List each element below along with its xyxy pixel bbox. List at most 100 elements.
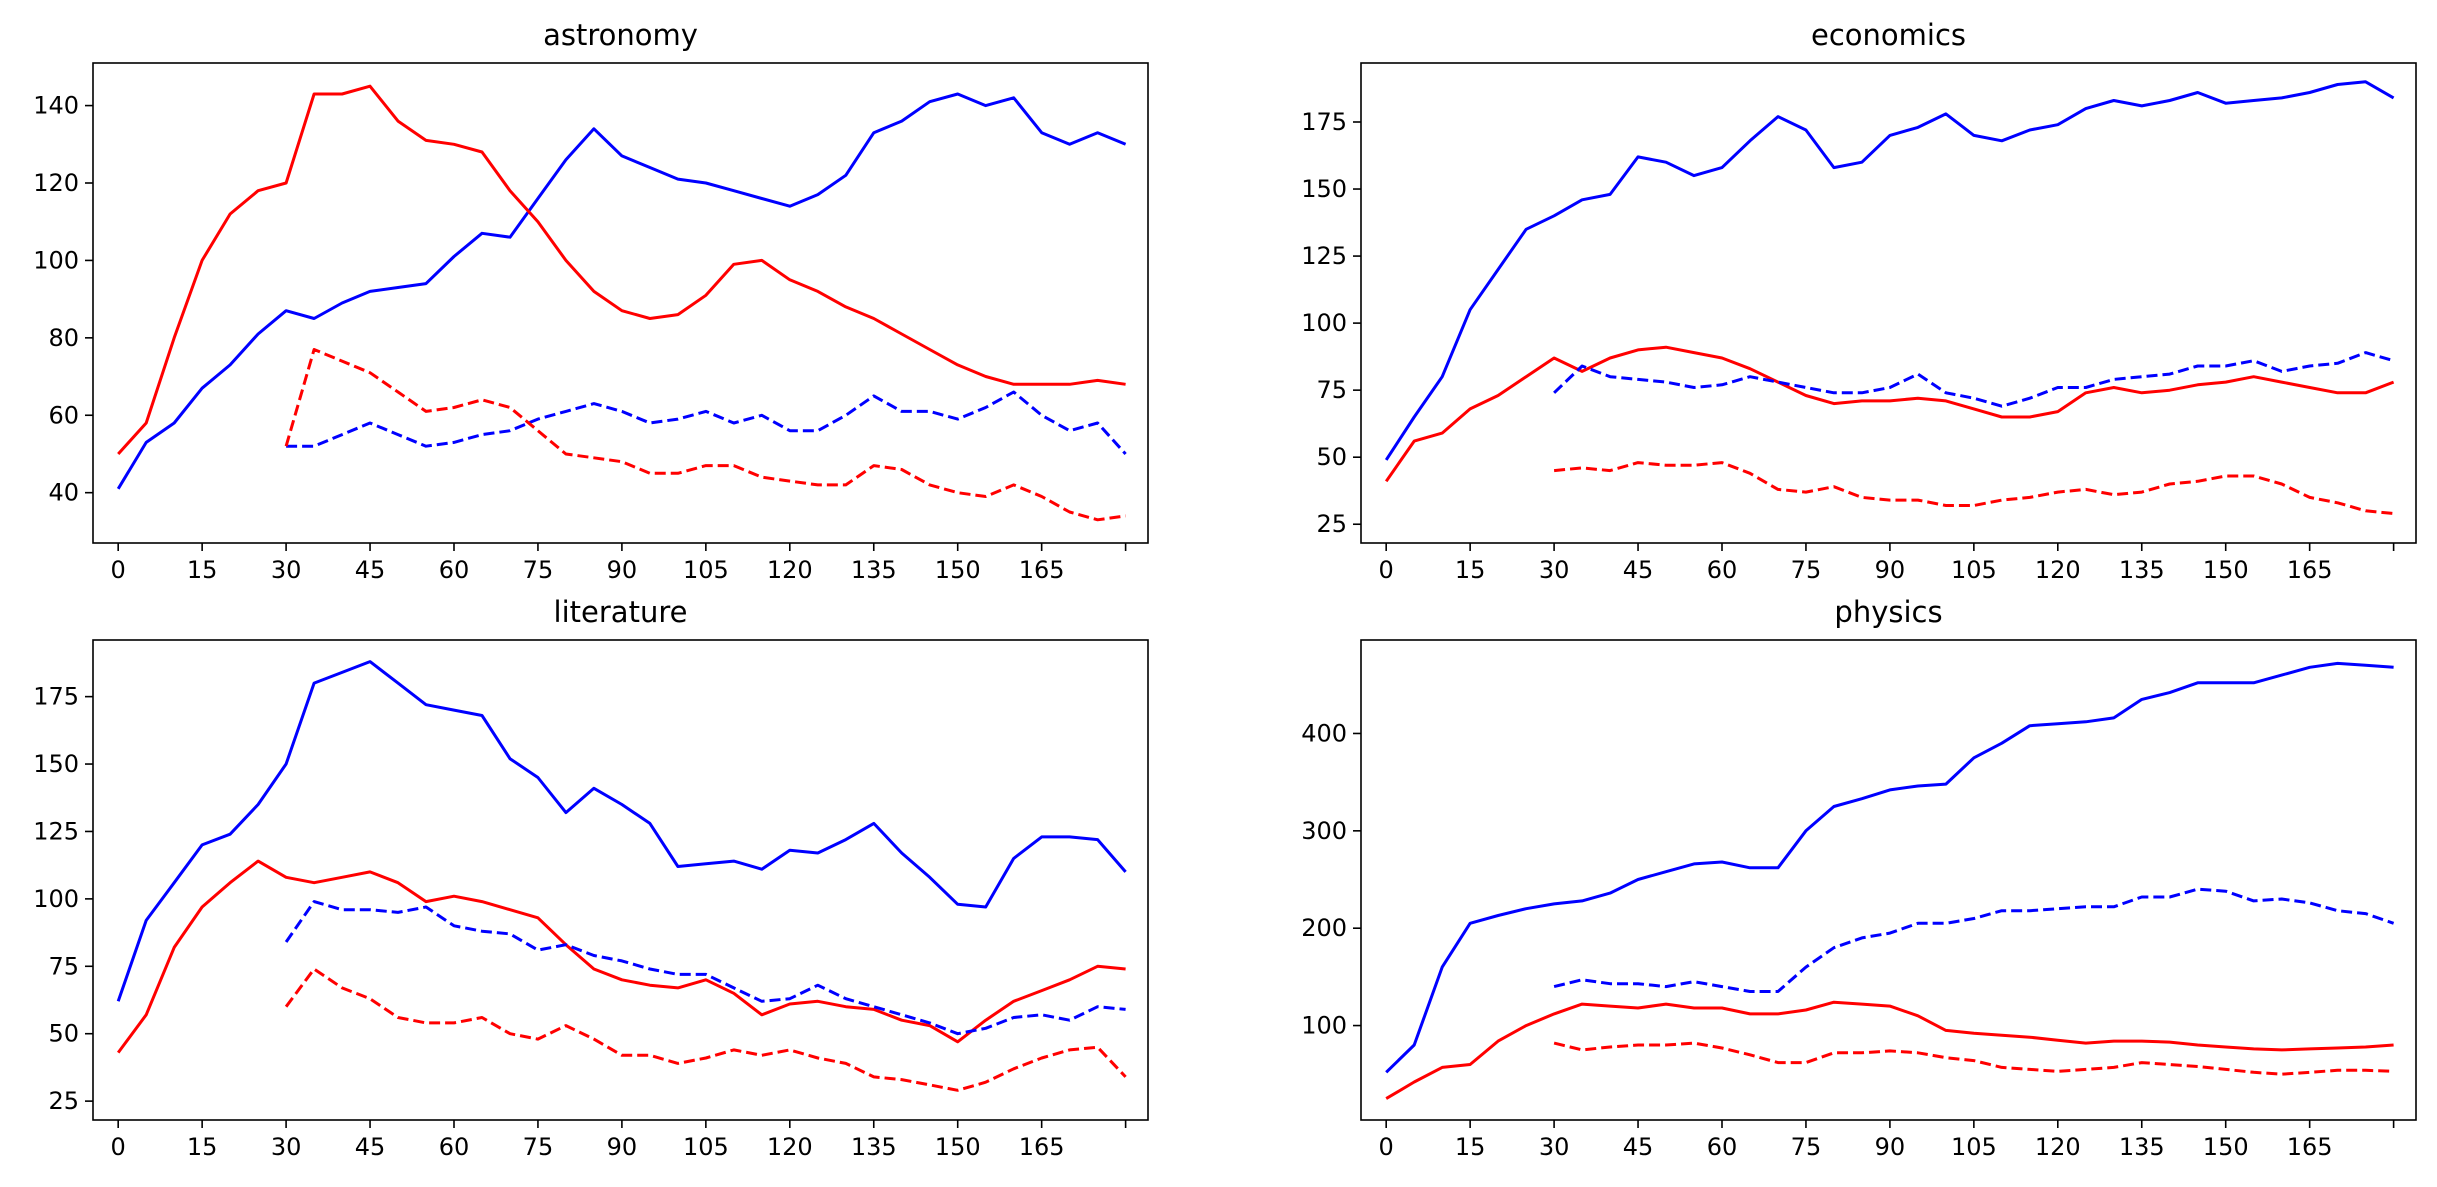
- x-tick-label: 75: [523, 1133, 554, 1161]
- axes-frame: [1360, 639, 2417, 1121]
- x-tick-label: 60: [1707, 1133, 1738, 1161]
- y-tick-label: 125: [33, 817, 79, 845]
- y-tick-label: 60: [48, 401, 79, 429]
- x-tick-label: 0: [111, 556, 126, 584]
- series-line-blue-solid: [116, 92, 1127, 490]
- x-tick-label: 105: [1951, 1133, 1997, 1161]
- x-tick-label: 120: [767, 556, 813, 584]
- y-tick-label: 25: [48, 1087, 79, 1115]
- x-tick-label: 15: [187, 1133, 218, 1161]
- x-tick-label: 120: [2035, 1133, 2081, 1161]
- x-tick-label: 15: [187, 556, 218, 584]
- series-line-blue-dashed: [284, 900, 1126, 1036]
- x-tick-label: 120: [767, 1133, 813, 1161]
- x-tick-label: 90: [607, 1133, 638, 1161]
- x-tick-label: 150: [935, 556, 981, 584]
- y-tick-label: 140: [33, 92, 79, 120]
- subplot-literature: 0 15 30 45 60 75 90 105 120 135 150 165 25 50 75 100 125…: [33, 595, 1149, 1161]
- series-line-blue-solid: [1385, 661, 2394, 1074]
- x-tick-label: 45: [1623, 556, 1654, 584]
- x-tick-label: 0: [1379, 1133, 1394, 1161]
- y-tick-label: 50: [48, 1020, 79, 1048]
- x-tick-label: 90: [1875, 556, 1906, 584]
- x-tick-label: 30: [271, 1133, 302, 1161]
- x-tick-label: 150: [2203, 556, 2249, 584]
- y-tick-label: 100: [1301, 309, 1347, 337]
- axes-frame: [1360, 62, 2417, 544]
- x-tick-label: 135: [851, 1133, 897, 1161]
- subplot-title: economics: [1811, 18, 1966, 52]
- axes-frame: [92, 639, 1149, 1121]
- y-tick-label: 50: [1316, 443, 1347, 471]
- y-tick-label: 80: [48, 324, 79, 352]
- y-tick-label: 100: [33, 246, 79, 274]
- series-line-blue-dashed: [286, 390, 1127, 456]
- y-tick-label: 100: [33, 885, 79, 913]
- x-tick-label: 0: [111, 1133, 126, 1161]
- y-tick-label: 400: [1301, 719, 1347, 747]
- y-tick-label: 75: [48, 952, 79, 980]
- series-line-red-dashed: [1553, 461, 2394, 515]
- x-tick-label: 75: [523, 556, 554, 584]
- x-tick-label: 15: [1455, 1133, 1486, 1161]
- series-line-blue-dashed: [1553, 887, 2395, 993]
- y-tick-label: 75: [1316, 376, 1347, 404]
- x-tick-label: 120: [2035, 556, 2081, 584]
- x-tick-label: 165: [2287, 1133, 2333, 1161]
- series-line-red-dashed: [1553, 1041, 2394, 1076]
- x-tick-label: 135: [2119, 556, 2165, 584]
- series-line-red-solid: [1384, 345, 2395, 483]
- x-tick-label: 165: [1019, 1133, 1065, 1161]
- subplot-economics: 0 15 30 45 60 75 90 105 120 135 150 165 25 50 75 100 125…: [1301, 18, 2417, 584]
- series-line-red-dashed: [284, 348, 1126, 522]
- series-line-red-solid: [117, 84, 1126, 456]
- x-tick-label: 105: [683, 556, 729, 584]
- series-line-blue-dashed: [1553, 351, 2395, 408]
- x-tick-label: 105: [1951, 556, 1997, 584]
- x-tick-label: 135: [851, 556, 897, 584]
- x-tick-label: 45: [1623, 1133, 1654, 1161]
- series-line-blue-solid: [1384, 80, 2395, 461]
- y-tick-label: 120: [33, 169, 79, 197]
- x-tick-label: 30: [271, 556, 302, 584]
- x-tick-label: 150: [935, 1133, 981, 1161]
- y-tick-label: 25: [1316, 510, 1347, 538]
- x-tick-label: 150: [2203, 1133, 2249, 1161]
- series-line-red-solid: [1385, 1000, 2394, 1100]
- x-tick-label: 90: [607, 556, 638, 584]
- x-tick-label: 105: [683, 1133, 729, 1161]
- x-tick-label: 75: [1791, 556, 1822, 584]
- subplot-title: physics: [1834, 595, 1942, 629]
- y-tick-label: 175: [33, 683, 79, 711]
- x-tick-label: 30: [1539, 1133, 1570, 1161]
- subplot-title: astronomy: [543, 18, 698, 52]
- axes-frame: [92, 62, 1149, 544]
- x-tick-label: 45: [355, 556, 386, 584]
- subplot-physics: 0 15 30 45 60 75 90 105 120 135 150 165 100 200 300 400…: [1301, 595, 2417, 1161]
- y-tick-label: 200: [1301, 914, 1347, 942]
- y-tick-label: 150: [33, 750, 79, 778]
- x-tick-label: 45: [355, 1133, 386, 1161]
- y-tick-label: 175: [1301, 108, 1347, 136]
- y-tick-label: 100: [1301, 1012, 1347, 1040]
- x-tick-label: 15: [1455, 556, 1486, 584]
- subplot-title: literature: [554, 595, 688, 629]
- x-tick-label: 75: [1791, 1133, 1822, 1161]
- y-tick-label: 40: [48, 479, 79, 507]
- series-line-red-dashed: [284, 967, 1127, 1092]
- x-tick-label: 90: [1875, 1133, 1906, 1161]
- y-tick-label: 125: [1301, 242, 1347, 270]
- x-tick-label: 60: [439, 556, 470, 584]
- x-tick-label: 0: [1379, 556, 1394, 584]
- x-tick-label: 60: [439, 1133, 470, 1161]
- x-tick-label: 30: [1539, 556, 1570, 584]
- x-tick-label: 165: [2287, 556, 2333, 584]
- y-tick-label: 300: [1301, 817, 1347, 845]
- y-tick-label: 150: [1301, 175, 1347, 203]
- x-tick-label: 135: [2119, 1133, 2165, 1161]
- series-line-red-solid: [116, 859, 1126, 1054]
- x-tick-label: 165: [1019, 556, 1065, 584]
- x-tick-label: 60: [1707, 556, 1738, 584]
- series-line-blue-solid: [116, 660, 1127, 1002]
